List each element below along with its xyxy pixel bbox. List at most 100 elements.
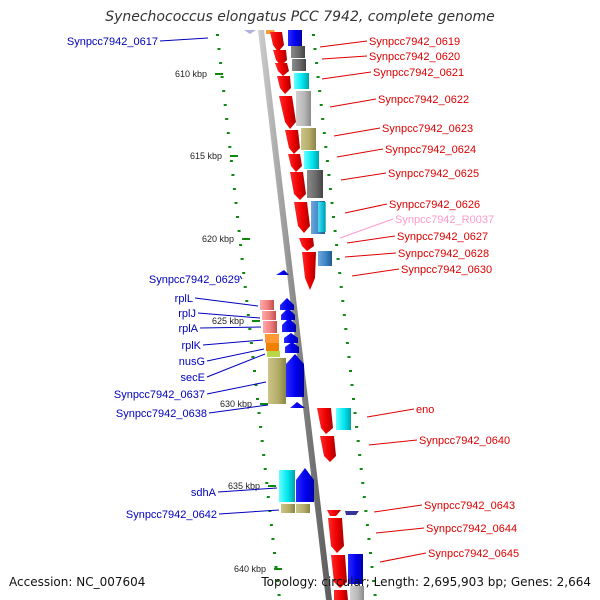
gene-arrow <box>294 202 310 233</box>
gene-label-right[interactable]: Synpcc7942_0640 <box>419 435 510 447</box>
gene-label-right[interactable]: Synpcc7942_0623 <box>382 123 473 135</box>
gene-label-left[interactable]: Synpcc7942_0617 <box>67 36 158 48</box>
tick-dot <box>269 524 273 526</box>
tick-dot <box>273 552 276 554</box>
leader-line <box>344 252 397 258</box>
tick-dot <box>335 244 339 246</box>
gene-label-left[interactable]: rplK <box>181 340 201 352</box>
tick-dot <box>216 34 219 36</box>
gene-arrow <box>280 298 294 310</box>
leader-line <box>344 203 388 214</box>
tick-dot <box>219 62 223 64</box>
gene-arrow <box>286 354 304 397</box>
gene-arrow <box>270 32 284 52</box>
tick-dot <box>271 538 275 540</box>
tick-dot <box>358 454 362 456</box>
gene-label-left[interactable]: sdhA <box>191 487 217 499</box>
tick-dot <box>256 398 259 400</box>
leader-line <box>373 504 423 513</box>
gene-label-right[interactable]: Synpcc7942_0630 <box>401 264 492 276</box>
leader-line <box>321 55 368 60</box>
gene-label-right[interactable]: Synpcc7942_0625 <box>388 168 479 180</box>
tick-dot <box>355 426 359 428</box>
leader-line <box>197 312 261 319</box>
gene-label-left[interactable]: Synpcc7942_0638 <box>116 408 207 420</box>
tick-dot <box>236 216 239 218</box>
tick-dot <box>359 468 363 470</box>
tick-dot <box>237 230 241 232</box>
gene-box <box>291 46 305 58</box>
leader-line <box>206 348 265 362</box>
kbp-label: 635 kbp <box>228 481 260 491</box>
gene-box <box>288 30 302 46</box>
gene-label-right[interactable]: Synpcc7942_0626 <box>389 199 480 211</box>
leader-line <box>351 268 400 277</box>
gene-label-left[interactable]: Synpcc7942_0629 <box>149 274 240 286</box>
tick-dot <box>262 454 266 456</box>
gene-label-right[interactable]: Synpcc7942_0621 <box>373 67 464 79</box>
gene-arrow <box>296 468 314 502</box>
tick-dot <box>367 538 371 540</box>
tick-dot <box>239 244 243 246</box>
gene-label-left[interactable]: nusG <box>179 356 205 368</box>
gene-label-right[interactable]: Synpcc7942_0619 <box>369 36 460 48</box>
gene-arrow <box>290 172 306 200</box>
leader-line <box>199 326 262 329</box>
gene-label-right[interactable]: Synpcc7942_0624 <box>385 144 476 156</box>
gene-box <box>336 408 351 430</box>
gene-label-left[interactable]: secE <box>181 372 205 384</box>
gene-box <box>265 334 279 343</box>
leader-line <box>329 98 377 108</box>
tick-dot <box>260 440 264 442</box>
gene-label-left[interactable]: Synpcc7942_0642 <box>126 509 217 521</box>
gene-box <box>301 128 316 150</box>
gene-label-right[interactable]: Synpcc7942_0645 <box>428 548 519 560</box>
gene-label-right[interactable]: Synpcc7942_0644 <box>426 523 517 535</box>
tick-dot <box>319 104 323 106</box>
tick-dot <box>222 90 226 92</box>
tick-dot <box>338 272 342 274</box>
gene-label-right[interactable]: Synpcc7942_0622 <box>378 94 469 106</box>
leader-line <box>217 487 278 493</box>
gene-label-left[interactable]: rplJ <box>178 308 196 320</box>
tick-dot <box>352 398 355 400</box>
leader-line <box>206 381 267 395</box>
gene-arrow <box>273 50 287 66</box>
gene-label-right[interactable]: Synpcc7942_0643 <box>424 500 515 512</box>
gene-arrow <box>290 402 305 408</box>
tick-dot <box>333 230 337 232</box>
leader-line <box>336 148 384 158</box>
gene-arrow <box>285 342 299 353</box>
right-tick-trail <box>312 34 377 596</box>
tick-dot <box>332 216 335 218</box>
tick-dot <box>223 104 227 106</box>
tick-dot <box>313 48 317 50</box>
gene-label-left[interactable]: rplL <box>175 293 193 305</box>
leader-line <box>194 297 259 307</box>
gene-label-right[interactable]: Synpcc7942_0628 <box>398 248 489 260</box>
gene-label-right[interactable]: Synpcc7942_0627 <box>397 231 488 243</box>
gene-label-right[interactable]: Synpcc7942_0620 <box>369 51 460 63</box>
leader-line <box>206 353 266 378</box>
gene-label-right[interactable]: eno <box>416 404 434 416</box>
tick-dot <box>220 76 224 78</box>
gene-box <box>268 358 286 404</box>
gene-arrow <box>299 238 314 251</box>
gene-box <box>296 91 311 126</box>
gene-label-left[interactable]: rplA <box>178 323 198 335</box>
kbp-scale: 610 kbp 615 kbp 620 kbp 625 kbp 630 kbp 635 k… <box>175 69 282 574</box>
gene-label-right[interactable]: Synpcc7942_R0037 <box>395 214 494 226</box>
kbp-label: 620 kbp <box>202 234 234 244</box>
kbp-label: 625 kbp <box>212 316 244 326</box>
gene-box <box>296 504 310 513</box>
gene-arrow <box>285 130 300 154</box>
genome-title: Synechococcus elongatus PCC 7942, comple… <box>105 9 495 25</box>
leader-line <box>340 172 387 181</box>
tick-dot <box>328 188 332 190</box>
gene-label-left[interactable]: Synpcc7942_0637 <box>114 389 205 401</box>
tick-dot <box>276 580 280 582</box>
gene-box <box>279 470 295 502</box>
tick-dot <box>373 594 377 596</box>
tick-dot <box>324 146 328 148</box>
leader-line <box>218 509 280 515</box>
